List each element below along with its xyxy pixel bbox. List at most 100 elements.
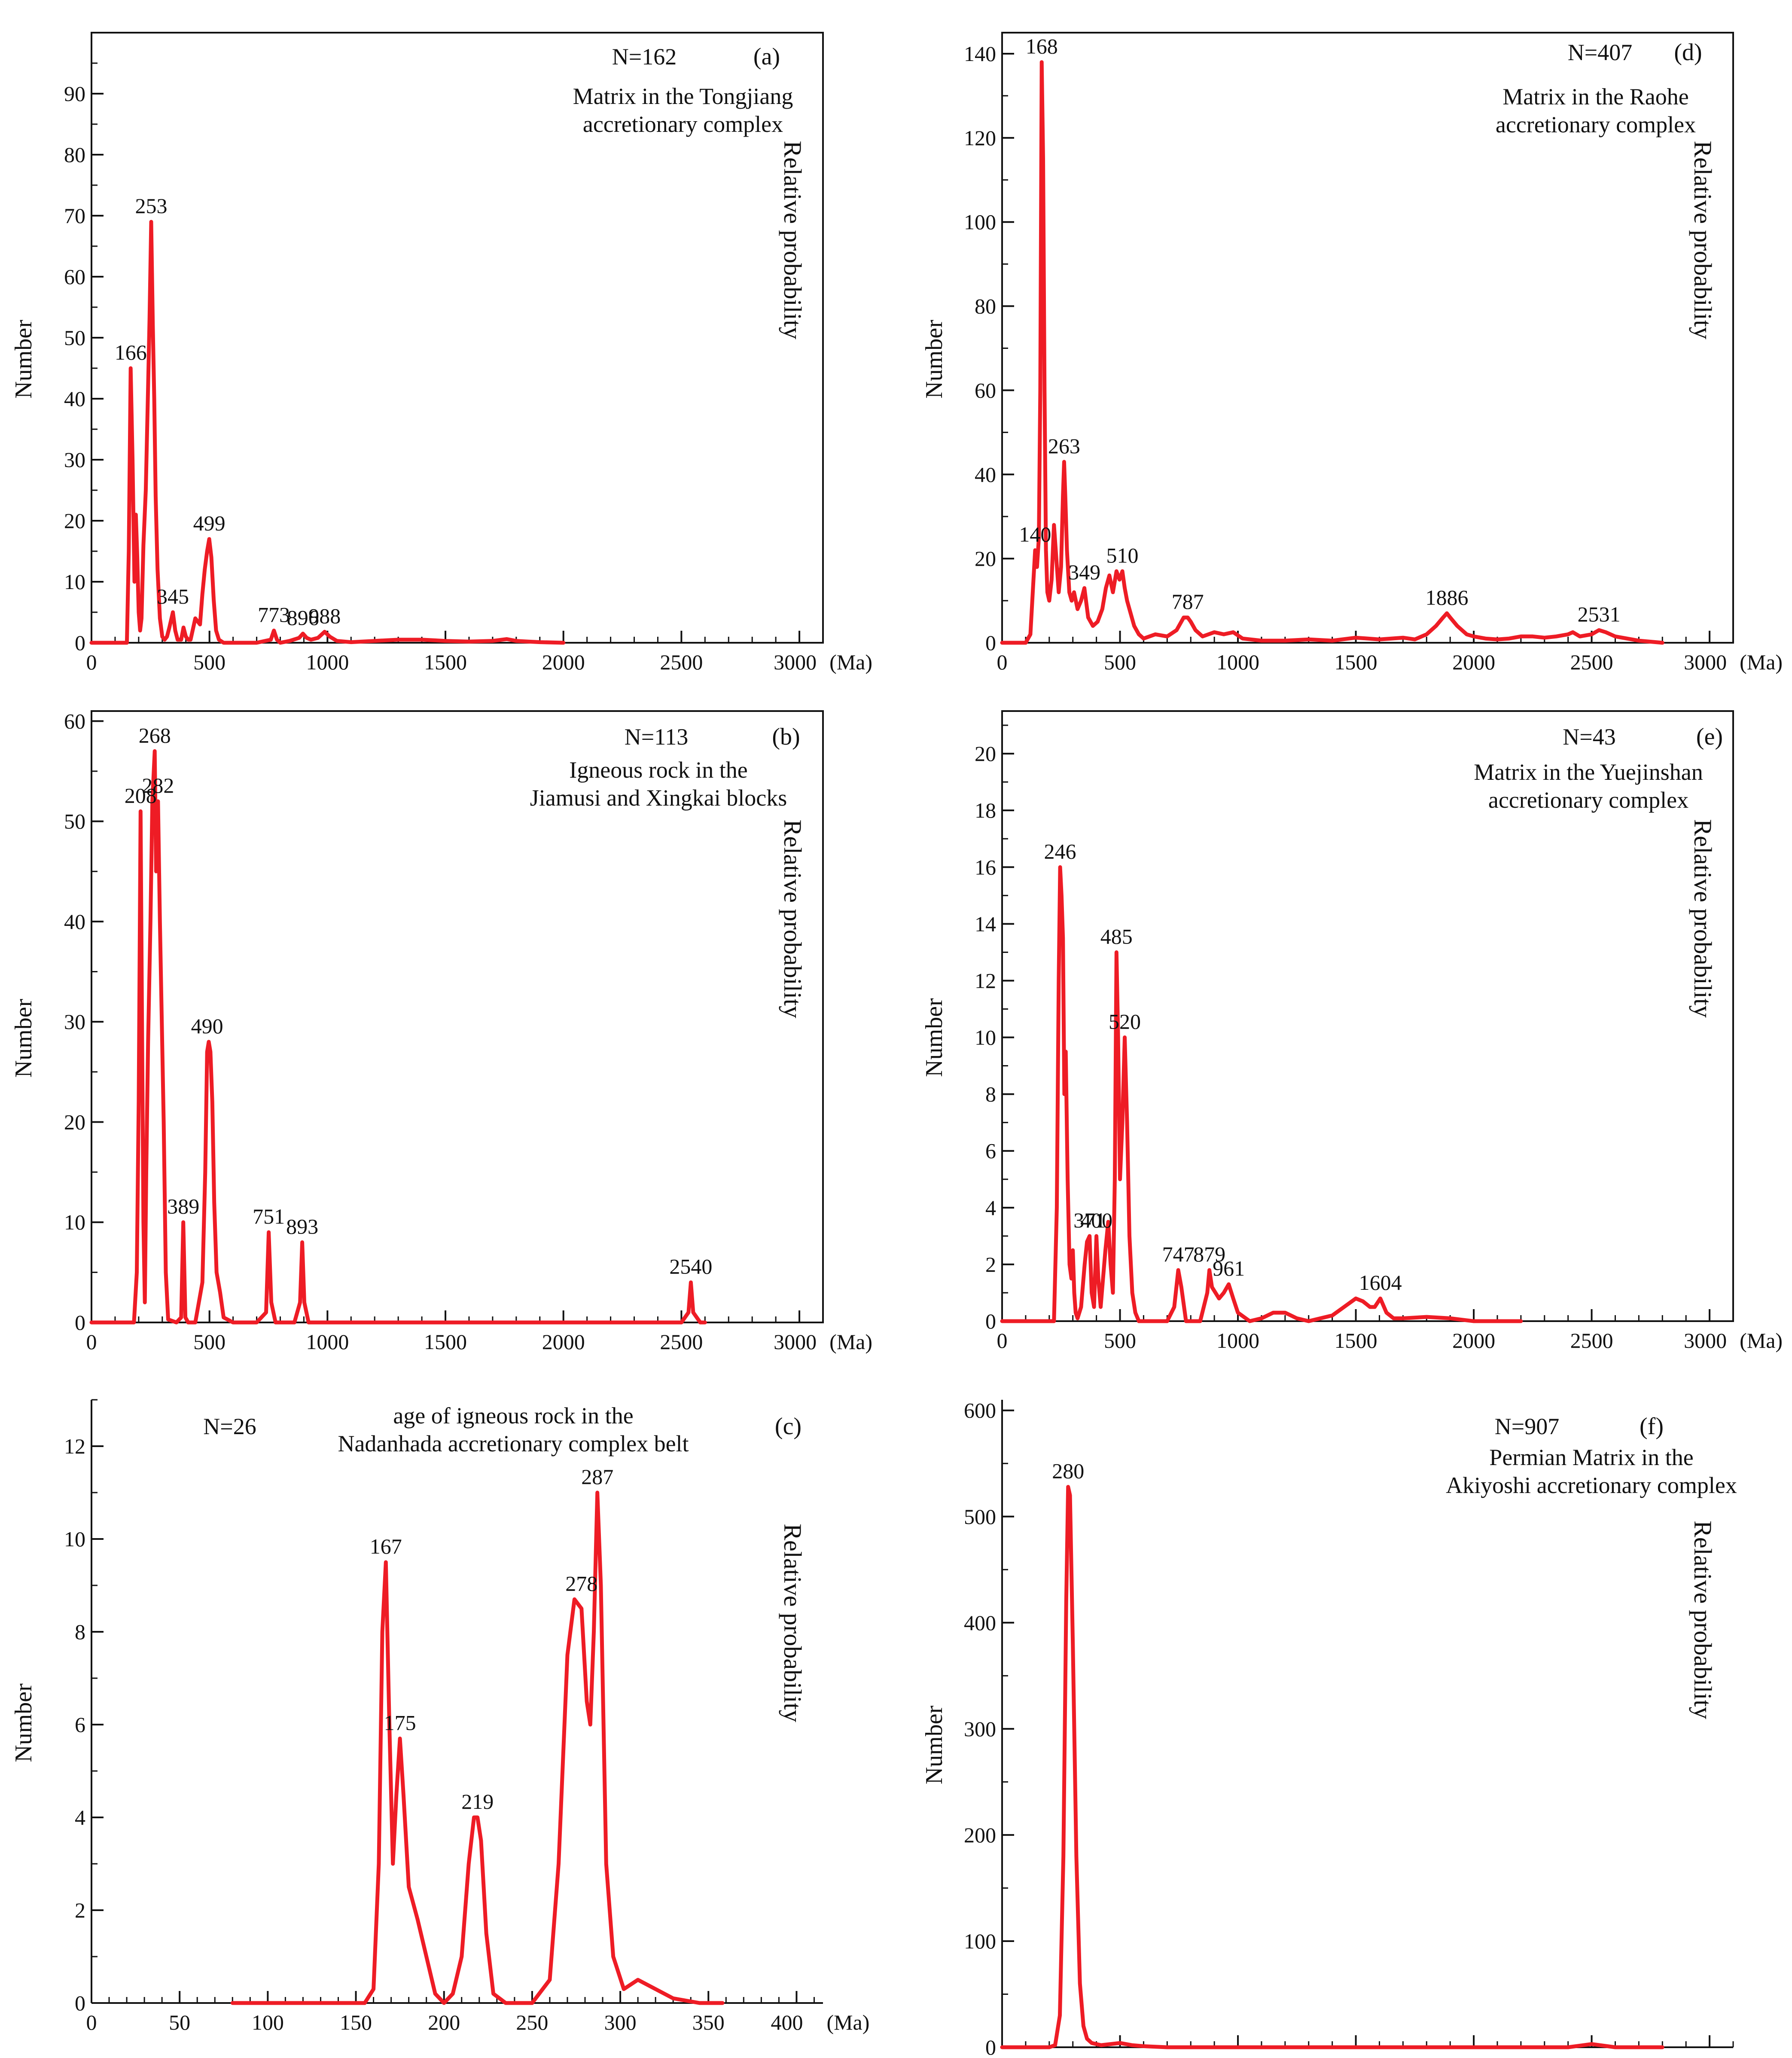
panel-a: 0 500 1000 1500 2000 2500 3000 (Ma) 0 10 20 30 40 50 6… — [10, 32, 872, 674]
panel-title-line: accretionary complex — [1496, 112, 1696, 137]
x-tick-label: 200 — [428, 2010, 460, 2034]
x-tick-label: 1500 — [424, 650, 467, 674]
panel-label: (b) — [772, 724, 800, 750]
y-tick-label: 80 — [64, 143, 85, 167]
x-tick-label: 1000 — [1216, 650, 1259, 674]
y-tick-label: 10 — [64, 570, 85, 594]
x-tick-label: 2500 — [1570, 2055, 1613, 2058]
y-tick-label: 90 — [64, 82, 85, 106]
panel-title-line: Permian Matrix in the — [1489, 1444, 1693, 1470]
y-tick-label: 20 — [64, 509, 85, 533]
probability-curve — [1000, 60, 1664, 645]
panel-e: 0 500 1000 1500 2000 2500 3000 (Ma)024681012141… — [921, 710, 1783, 1353]
plot-frame — [1001, 710, 1734, 1322]
x-axis-unit: (Ma) — [1740, 650, 1783, 674]
x-tick-label: 50 — [169, 2010, 190, 2034]
y-tick-label: 8 — [75, 1620, 85, 1644]
sample-count: N=43 — [1563, 724, 1615, 750]
peak-label: 167 — [370, 1534, 402, 1558]
peak-label: 140 — [1019, 522, 1051, 547]
peak-label: 175 — [384, 1710, 416, 1734]
y-tick-label: 500 — [964, 1505, 996, 1529]
x-tick-label: 2000 — [1452, 650, 1495, 674]
sample-count: N=162 — [612, 44, 677, 70]
y-tick-label: 10 — [64, 1210, 85, 1234]
x-tick-label: 1000 — [306, 1330, 349, 1354]
x-tick-label: 100 — [252, 2010, 284, 2034]
x-tick-label: 1500 — [424, 1330, 467, 1354]
peak-label: 2531 — [1578, 602, 1621, 626]
panel-label: (a) — [753, 43, 780, 70]
x-tick-label: 1000 — [1216, 2055, 1259, 2058]
y-tick-label: 50 — [64, 809, 85, 834]
x-tick-label: 0 — [997, 1328, 1008, 1353]
peak-label: 747 — [1162, 1242, 1195, 1266]
panel-title-line: Jiamusi and Xingkai blocks — [530, 785, 787, 811]
y-tick-label: 300 — [964, 1717, 996, 1741]
y-axis-title: Number — [921, 1705, 948, 1784]
y-tick-label: 16 — [975, 855, 996, 879]
y-tick-label: 140 — [964, 42, 996, 66]
y-tick-label: 20 — [64, 1110, 85, 1134]
probability-curve — [89, 749, 707, 1325]
peak-label: 345 — [157, 584, 189, 608]
panel-label: (d) — [1674, 39, 1702, 66]
probability-curve — [1000, 1485, 1664, 2049]
x-axis-unit: (Ma) — [1740, 1328, 1783, 1353]
panel-title-line: accretionary complex — [1488, 787, 1688, 813]
y-tick-label: 30 — [64, 448, 85, 472]
peak-label: 499 — [193, 511, 226, 535]
x-tick-label: 500 — [193, 1330, 226, 1354]
peak-label: 371 — [1073, 1208, 1106, 1232]
panel-title-line: Matrix in the Tongjiang — [573, 83, 793, 109]
panel-d: 0 500 1000 1500 2000 2500 3000 (Ma) 0 20 40 60 80 100… — [921, 32, 1783, 674]
x-tick-label: 2500 — [1570, 650, 1613, 674]
x-axis-unit: (Ma) — [826, 2010, 869, 2034]
x-tick-label: 0 — [86, 650, 97, 674]
x-tick-label: 2000 — [1452, 2055, 1495, 2058]
peak-label: 520 — [1109, 1010, 1141, 1034]
y-tick-label: 0 — [985, 2035, 996, 2058]
y-tick-label: 60 — [975, 378, 996, 402]
panel-title-line: Matrix in the Raohe — [1502, 84, 1688, 110]
panel-title-line: accretionary complex — [583, 111, 783, 137]
y-tick-label: 12 — [975, 968, 996, 992]
x-tick-label: 0 — [997, 650, 1008, 674]
y-tick-label: 80 — [975, 294, 996, 318]
x-tick-label: 500 — [193, 650, 226, 674]
y-tick-label: 14 — [975, 912, 996, 936]
x-tick-label: 500 — [1104, 1328, 1136, 1353]
peak-label: 349 — [1068, 560, 1100, 584]
y-axis-title: Number — [921, 998, 948, 1077]
y-tick-label: 120 — [964, 126, 996, 150]
peak-label: 219 — [461, 1789, 494, 1814]
peak-label: 879 — [1193, 1242, 1225, 1266]
probability-curve — [1000, 865, 1523, 1323]
y-tick-label: 100 — [964, 210, 996, 234]
peak-label: 253 — [135, 194, 167, 218]
y-axis-title: Number — [10, 1683, 37, 1762]
x-tick-label: 1500 — [1335, 1328, 1378, 1353]
y-tick-label: 40 — [64, 910, 85, 934]
probability-curve — [89, 220, 566, 645]
sample-count: N=26 — [203, 1414, 256, 1439]
y-tick-label: 30 — [64, 1010, 85, 1034]
peak-label: 787 — [1172, 589, 1204, 614]
x-axis-unit: (Ma) — [829, 1330, 872, 1354]
y-tick-label: 40 — [975, 462, 996, 486]
x-tick-label: 400 — [771, 2010, 803, 2034]
x-tick-label: 2000 — [1452, 1328, 1495, 1353]
peak-label: 2540 — [669, 1255, 712, 1279]
panel-title-line: Matrix in the Yuejinshan — [1474, 759, 1703, 785]
y-tick-label: 400 — [964, 1611, 996, 1635]
x-tick-label: 3000 — [1684, 650, 1727, 674]
peak-label: 893 — [286, 1214, 318, 1238]
x-tick-label: 2500 — [660, 1330, 703, 1354]
y-tick-label: 60 — [64, 265, 85, 289]
y-tick-label: 40 — [64, 387, 85, 411]
peak-label: 268 — [139, 723, 171, 747]
peak-label: 168 — [1026, 34, 1058, 58]
x-tick-label: 1000 — [306, 650, 349, 674]
x-tick-label: 3000 — [774, 650, 817, 674]
x-axis-unit: (Ma) — [1740, 2055, 1783, 2058]
